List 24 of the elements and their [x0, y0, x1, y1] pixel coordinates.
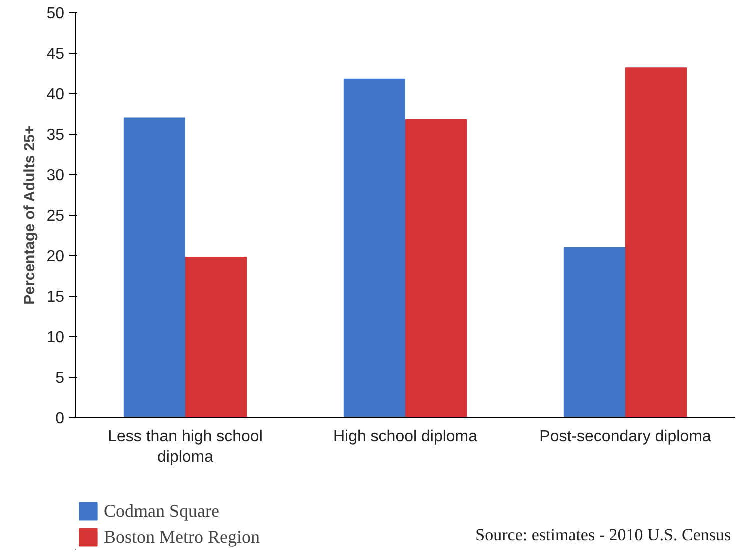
y-tick-label: 20	[46, 248, 65, 266]
bar	[564, 247, 626, 418]
bar	[344, 78, 406, 418]
y-tick-label: 5	[56, 370, 65, 387]
bar	[626, 68, 688, 418]
legend-label: Codman Square	[104, 500, 220, 522]
y-tick-label: 35	[46, 127, 65, 144]
bar	[406, 119, 468, 418]
x-tick-label: Post-secondary diploma	[540, 428, 712, 446]
bar	[124, 118, 186, 418]
y-tick-label: 25	[46, 208, 65, 225]
y-tick-label: 30	[46, 168, 65, 184]
x-tick-label: High school diploma	[333, 428, 478, 446]
bar	[186, 257, 248, 418]
source-note: Source: estimates - 2010 U.S. Census	[476, 526, 732, 544]
legend-label: Boston Metro Region	[104, 526, 260, 548]
y-axis-title: Percentage of Adults 25+	[22, 125, 39, 305]
y-tick-label: 45	[46, 46, 65, 63]
x-tick-label: Less than high school diploma	[108, 428, 263, 466]
y-tick-label: 50	[46, 6, 65, 22]
y-tick-label: 40	[46, 86, 65, 104]
y-tick-label: 0	[56, 410, 65, 428]
y-tick-label: 10	[46, 330, 65, 346]
y-tick-label: 15	[46, 289, 65, 306]
